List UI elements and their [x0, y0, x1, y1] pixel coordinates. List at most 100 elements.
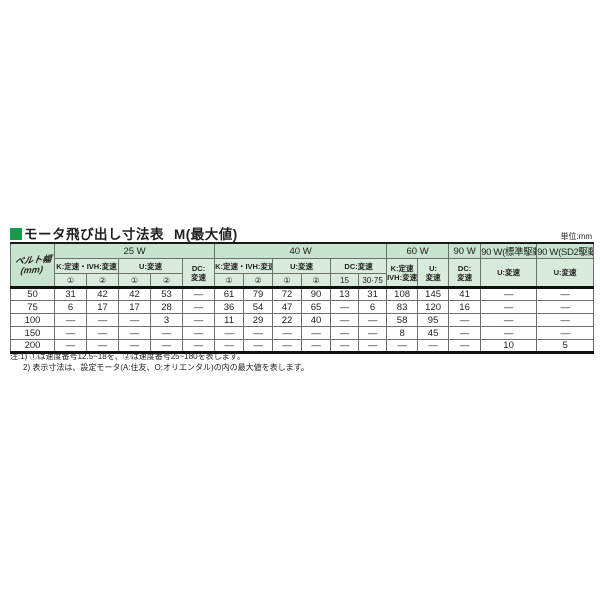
header-25w-k: K:定速・IVH:変速: [54, 258, 119, 274]
speed-col-4: ②: [150, 273, 183, 288]
value-cell: —: [330, 326, 360, 340]
header-60w-k: K:定速 IVH:変速: [386, 258, 419, 288]
value-cell: 11: [214, 313, 245, 327]
value-cell: 47: [272, 300, 303, 314]
belt-width-cell: 150: [10, 326, 55, 340]
header-row-wattage: ベルト幅 (mm) 25 W 40 W 60 W 90 W 90 W(標準駆動・…: [10, 242, 595, 288]
value-cell: —: [150, 326, 183, 340]
value-cell: —: [358, 339, 388, 353]
value-cell: 120: [417, 300, 450, 314]
value-cell: 6: [358, 300, 388, 314]
value-cell: —: [214, 339, 245, 353]
value-cell: 41: [448, 287, 482, 301]
value-cell: —: [118, 339, 151, 353]
value-cell: —: [536, 326, 595, 340]
header-60w-k-line1: K:定速: [390, 263, 414, 273]
header-60w-k-line2: IVH:変速: [387, 272, 418, 282]
value-cell: —: [448, 326, 482, 340]
value-cell: 5: [536, 339, 595, 353]
belt-width-cell: 50: [10, 287, 55, 301]
belt-width-cell: 200: [10, 339, 55, 353]
group-90w: 90 W: [448, 242, 482, 259]
value-cell: —: [54, 313, 87, 327]
header-90w-dc: DC: 変速: [448, 258, 482, 288]
value-cell: 42: [118, 287, 151, 301]
speed-col-7: ①: [272, 273, 303, 288]
group-25w: 25 W: [53, 242, 216, 259]
value-cell: —: [86, 326, 119, 340]
speed-col-8: ②: [301, 273, 332, 288]
value-cell: —: [214, 326, 245, 340]
value-cell: —: [118, 313, 151, 327]
value-cell: —: [536, 287, 595, 301]
header-25w-u: U:変速: [118, 258, 183, 274]
value-cell: 29: [243, 313, 274, 327]
dimension-table: ベルト幅 (mm) 25 W 40 W 60 W 90 W 90 W(標準駆動・…: [10, 242, 595, 354]
value-cell: 42: [86, 287, 119, 301]
value-cell: 22: [272, 313, 303, 327]
value-cell: 108: [386, 287, 419, 301]
header-60w-u-line2: 変速: [425, 272, 441, 282]
value-cell: —: [181, 287, 216, 301]
value-cell: 6: [54, 300, 87, 314]
table-body: 50 31 42 42 53—61 79 72 90 13 31 108 145 41— —75 6 17 17…: [10, 287, 595, 353]
value-cell: —: [118, 326, 151, 340]
value-cell: 72: [272, 287, 303, 301]
value-cell: 31: [358, 287, 388, 301]
value-cell: —: [536, 300, 595, 314]
group-60w: 60 W: [386, 242, 450, 259]
header-60w-u-line1: U:: [429, 263, 438, 273]
group-40w: 40 W: [214, 242, 388, 259]
page-title-suffix: M(最大値): [174, 227, 238, 242]
value-cell: —: [181, 326, 216, 340]
value-cell: —: [54, 339, 87, 353]
value-cell: 53: [150, 287, 183, 301]
value-cell: 28: [150, 300, 183, 314]
header-40w-dc: DC:変速: [330, 258, 388, 274]
speed-col-6: ②: [243, 273, 274, 288]
belt-width-cell: 75: [10, 300, 55, 314]
value-cell: —: [448, 339, 482, 353]
value-cell: —: [358, 313, 388, 327]
table-row: 75 6 17 17 28—36 54 47 65—6 83 120 16— —: [10, 300, 595, 314]
footnote-1: 注:1) ①は速度番号12.5~18を、②は速度番号25~180を表します。: [10, 352, 245, 361]
speed-col-2: ②: [86, 273, 119, 288]
group-90w-std-vt: 90 W(標準駆動・VT): [480, 242, 538, 259]
value-cell: —: [386, 339, 419, 353]
value-cell: 40: [301, 313, 332, 327]
value-cell: 79: [243, 287, 274, 301]
header-25w-dc-line1: DC:: [191, 263, 206, 273]
footnotes: 注:1) ①は速度番号12.5~18を、②は速度番号25~180を表します。 2…: [10, 352, 309, 373]
speed-col-5: ①: [214, 273, 245, 288]
value-cell: 65: [301, 300, 332, 314]
value-cell: —: [536, 313, 595, 327]
header-40w-k: K:定速・IVH:変速: [214, 258, 274, 274]
value-cell: 17: [118, 300, 151, 314]
value-cell: 10: [480, 339, 538, 353]
value-cell: 83: [386, 300, 419, 314]
header-40w-u: U:変速: [272, 258, 332, 274]
table-row: 150— — — — — — — — — — —8 45— — —: [10, 326, 595, 340]
value-cell: 95: [417, 313, 450, 327]
value-cell: —: [181, 313, 216, 327]
value-cell: 17: [86, 300, 119, 314]
title-row: モータ飛び出し寸法表 M(最大値) 単位:mm: [10, 223, 592, 243]
belt-width-header: ベルト幅 (mm): [10, 242, 55, 288]
value-cell: —: [417, 339, 450, 353]
value-cell: —: [480, 326, 538, 340]
header-60w-u: U: 変速: [417, 258, 450, 288]
value-cell: —: [181, 300, 216, 314]
value-cell: —: [480, 287, 538, 301]
value-cell: 8: [386, 326, 419, 340]
header-90w-dc-line2: 変速: [457, 272, 473, 282]
speed-col-1: ①: [54, 273, 87, 288]
value-cell: —: [330, 339, 360, 353]
page-title-text: モータ飛び出し寸法表: [24, 227, 164, 242]
header-90w-dc-line1: DC:: [457, 263, 472, 273]
table-header: ベルト幅 (mm) 25 W 40 W 60 W 90 W 90 W(標準駆動・…: [10, 242, 595, 288]
speed-col-3: ①: [118, 273, 151, 288]
value-cell: 58: [386, 313, 419, 327]
value-cell: 16: [448, 300, 482, 314]
value-cell: —: [480, 300, 538, 314]
